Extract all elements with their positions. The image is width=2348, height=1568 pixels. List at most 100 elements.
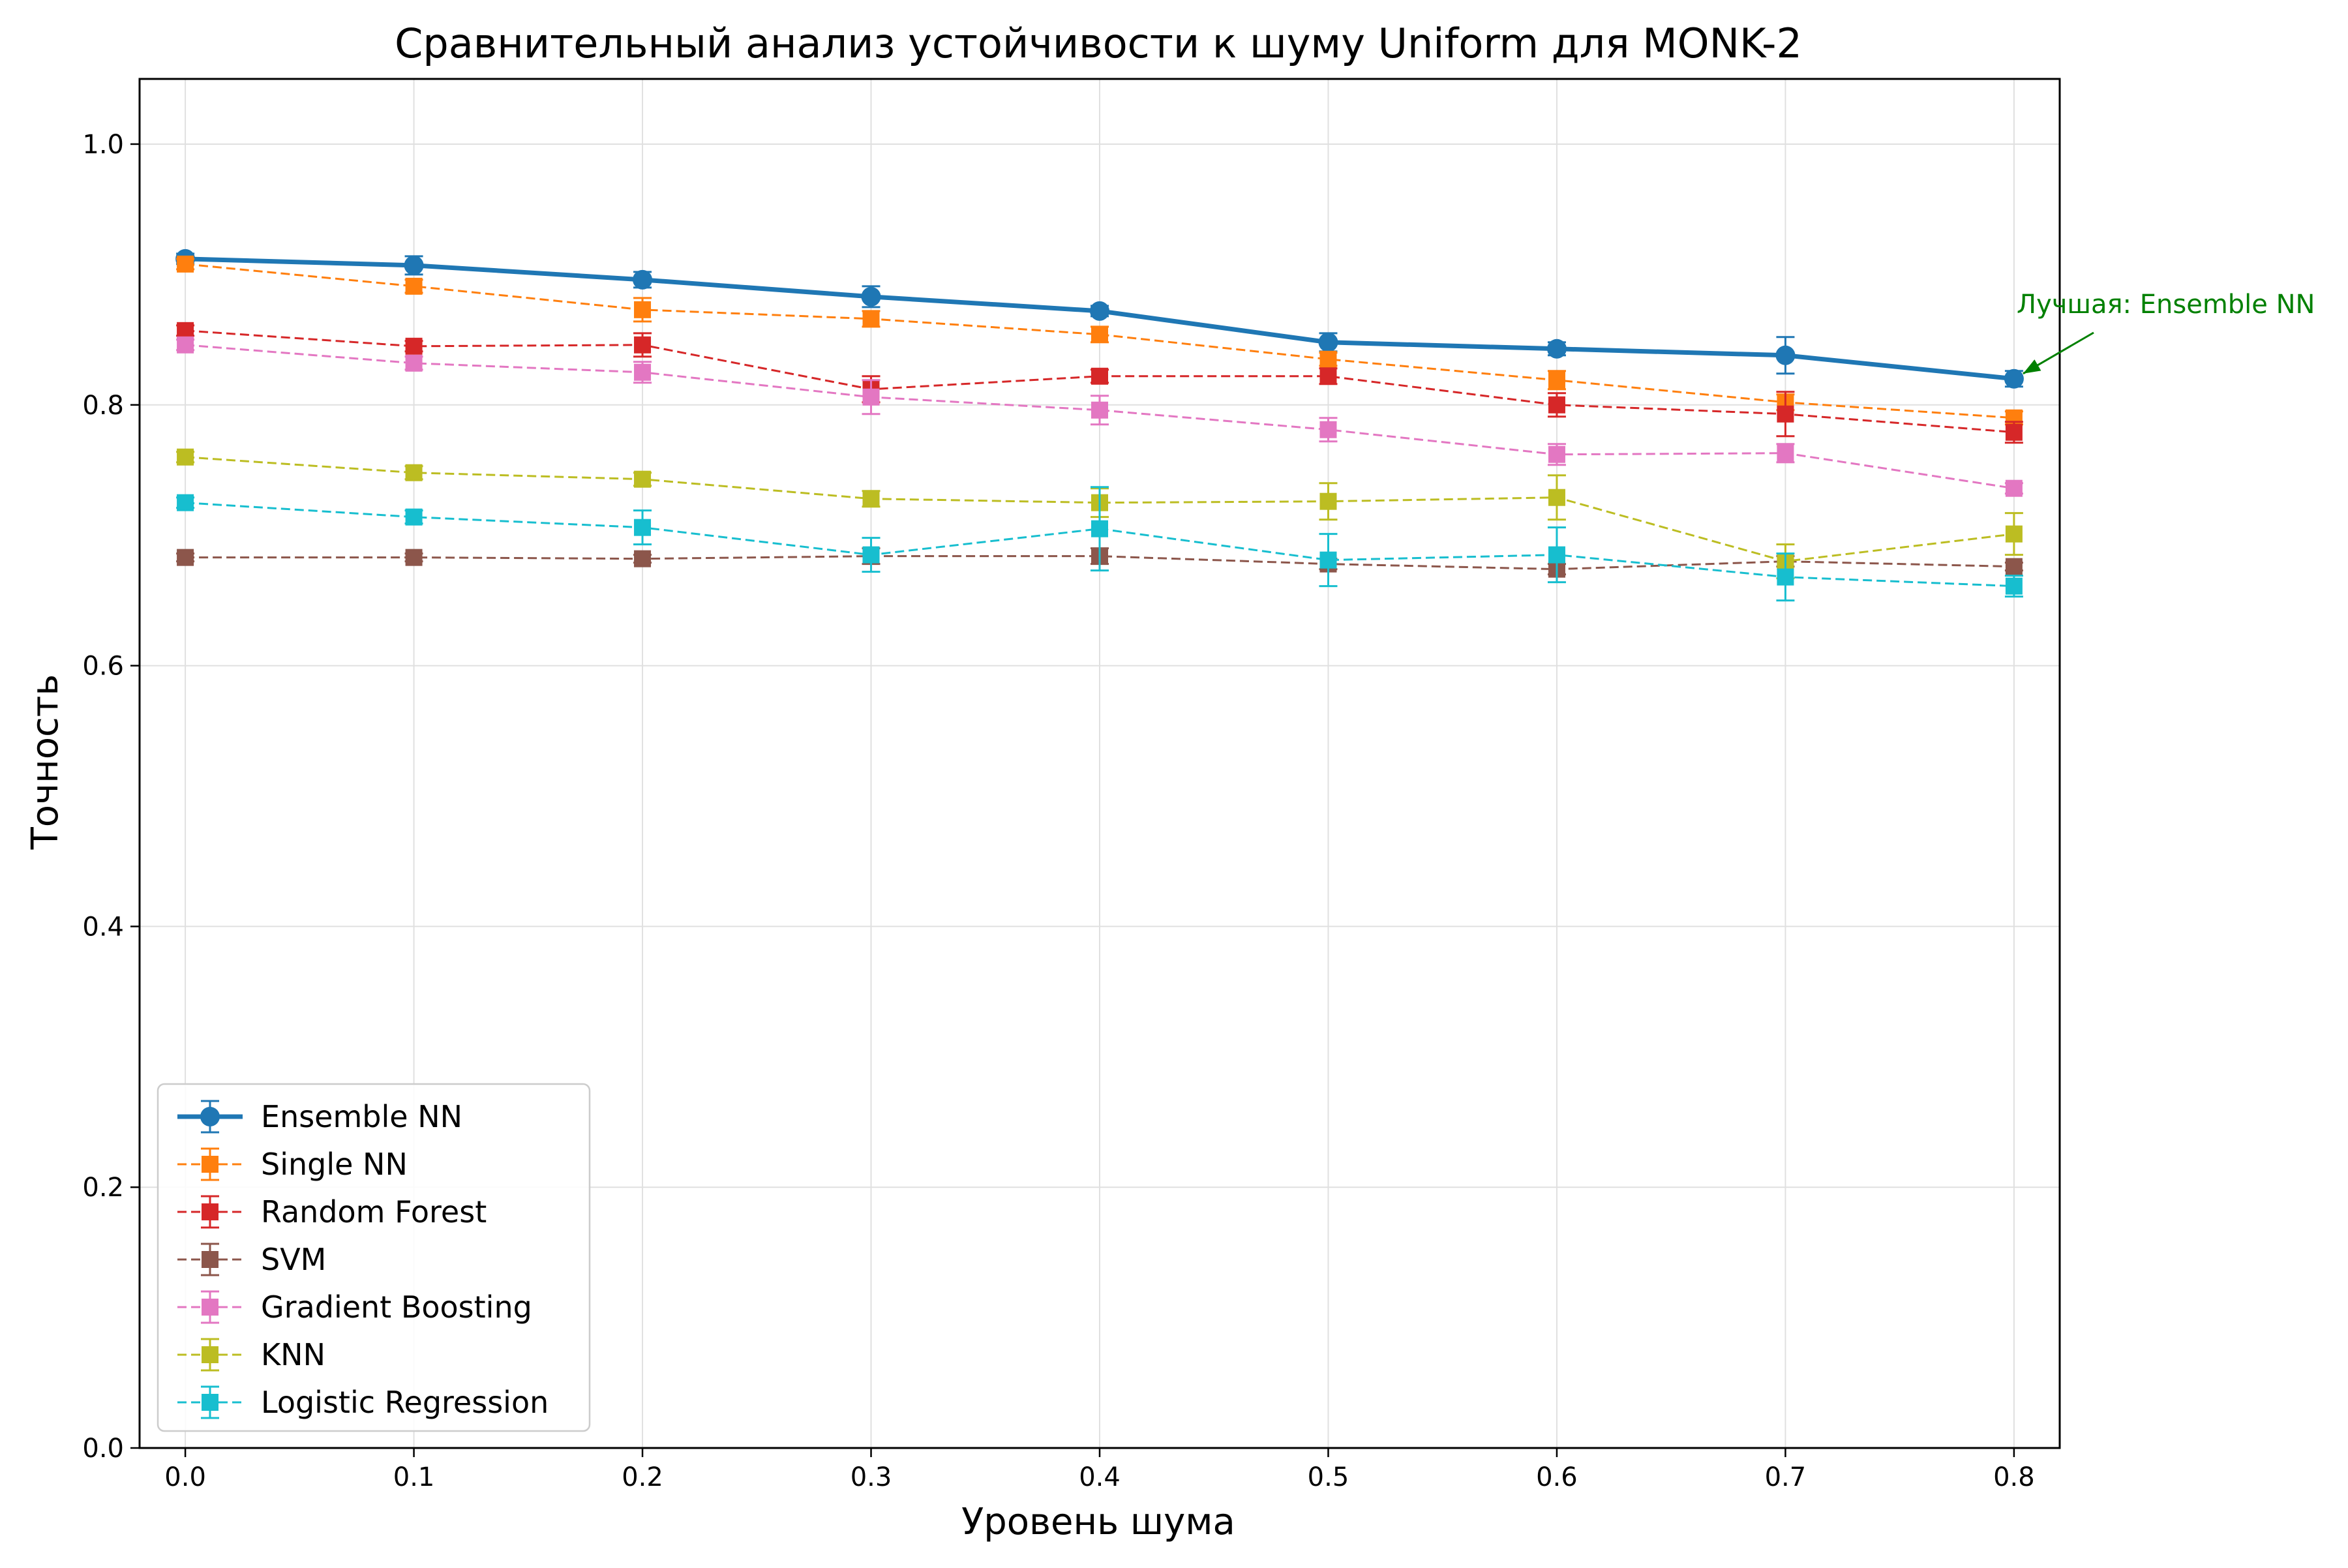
data-point — [1546, 339, 1567, 359]
legend-item: Random Forest — [177, 1194, 487, 1229]
data-point — [405, 508, 423, 526]
series-ensemble-nn — [175, 249, 2024, 389]
data-point — [1318, 332, 1338, 352]
data-point — [1091, 520, 1108, 537]
data-point — [2005, 423, 2023, 441]
legend-marker — [202, 1203, 218, 1220]
data-point — [177, 336, 194, 354]
data-point — [861, 286, 881, 307]
data-point — [1319, 367, 1337, 385]
legend-label: SVM — [261, 1242, 326, 1277]
legend-item: Logistic Regression — [177, 1385, 549, 1420]
data-point — [634, 550, 652, 567]
data-point — [2005, 558, 2023, 575]
y-tick-label: 0.8 — [82, 391, 124, 421]
x-tick-label: 0.1 — [393, 1462, 435, 1492]
y-tick-label: 0.2 — [82, 1173, 124, 1203]
data-point — [1091, 325, 1108, 343]
legend-label: Logistic Regression — [261, 1385, 549, 1420]
data-point — [634, 470, 652, 488]
data-point — [1548, 396, 1565, 414]
legend-item: KNN — [177, 1337, 325, 1372]
data-point — [1548, 445, 1565, 463]
legend-label: Gradient Boosting — [261, 1289, 532, 1325]
series-gradient-boosting — [176, 336, 2023, 497]
data-point — [2005, 577, 2023, 595]
y-tick-label: 1.0 — [82, 130, 124, 160]
series-logistic-regression — [176, 486, 2023, 602]
data-point — [1775, 345, 1796, 365]
data-point — [862, 388, 880, 406]
legend-label: KNN — [261, 1337, 325, 1372]
data-point — [1090, 301, 1109, 321]
data-point — [1777, 405, 1794, 423]
data-point — [1319, 551, 1337, 569]
series-line — [185, 263, 2015, 419]
data-point — [404, 255, 424, 275]
annotation-text: Лучшая: Ensemble NN — [2017, 290, 2315, 320]
legend-box — [157, 1083, 591, 1432]
data-point — [634, 301, 652, 318]
data-point — [177, 322, 194, 339]
legend-marker — [202, 1156, 218, 1173]
data-point — [1091, 367, 1108, 385]
data-point — [862, 310, 880, 327]
legend-marker — [202, 1251, 218, 1268]
data-point — [1548, 489, 1565, 506]
series-line — [185, 456, 2015, 563]
data-point — [177, 494, 194, 511]
chart-title: Сравнительный анализ устойчивости к шуму… — [395, 20, 1802, 67]
data-point — [634, 363, 652, 381]
legend-item: Gradient Boosting — [177, 1289, 532, 1325]
y-tick-label: 0.4 — [82, 912, 124, 942]
data-point — [1777, 444, 1794, 462]
x-tick-label: 0.0 — [164, 1462, 206, 1492]
series-line — [185, 555, 2014, 571]
data-point — [405, 354, 423, 372]
data-point — [405, 549, 423, 566]
y-axis-label: Точность — [24, 674, 67, 851]
x-axis-label: Уровень шума — [961, 1501, 1235, 1543]
x-tick-label: 0.6 — [1536, 1462, 1578, 1492]
y-tick-label: 0.0 — [82, 1434, 124, 1464]
series-random-forest — [176, 322, 2023, 444]
series-line — [185, 344, 2015, 490]
data-point — [862, 546, 880, 564]
legend-marker — [200, 1107, 220, 1126]
legend-item: SVM — [177, 1242, 326, 1277]
data-point — [1319, 421, 1337, 438]
data-point — [633, 269, 653, 290]
data-point — [177, 448, 194, 466]
data-point — [634, 336, 652, 354]
legend-label: Ensemble NN — [261, 1099, 462, 1134]
axes: 0.0 0.1 0.2 0.3 0.4 0.5 0.6 0.7 0.8 0.0 0.2 0.4 0.6 0… — [82, 78, 2061, 1492]
data-point — [1777, 568, 1794, 586]
data-point — [405, 277, 423, 295]
x-tick-label: 0.5 — [1308, 1462, 1349, 1492]
legend-item: Ensemble NN — [177, 1099, 462, 1134]
y-tick-label: 0.6 — [82, 652, 124, 682]
data-point — [1319, 492, 1337, 510]
x-tick-label: 0.3 — [850, 1462, 892, 1492]
data-point — [405, 464, 423, 481]
data-point — [2004, 369, 2024, 389]
legend-item: Single NN — [177, 1147, 408, 1182]
data-point — [2005, 525, 2023, 543]
x-tick-label: 0.4 — [1079, 1462, 1121, 1492]
x-tick-label: 0.8 — [1993, 1462, 2035, 1492]
data-point — [1319, 350, 1337, 368]
data-point — [1548, 546, 1565, 564]
annotation: Лучшая: Ensemble NN — [2017, 290, 2315, 375]
data-point — [1548, 371, 1565, 389]
data-point — [177, 255, 194, 273]
x-tick-label: 0.7 — [1765, 1462, 1807, 1492]
series-layer — [175, 249, 2024, 602]
legend-label: Single NN — [261, 1147, 408, 1182]
legend-label: Random Forest — [261, 1194, 487, 1229]
legend: Ensemble NN Single NN Random Forest SVM Grad… — [157, 1083, 591, 1432]
data-point — [405, 337, 423, 355]
data-point — [177, 549, 194, 566]
legend-marker — [202, 1346, 218, 1363]
